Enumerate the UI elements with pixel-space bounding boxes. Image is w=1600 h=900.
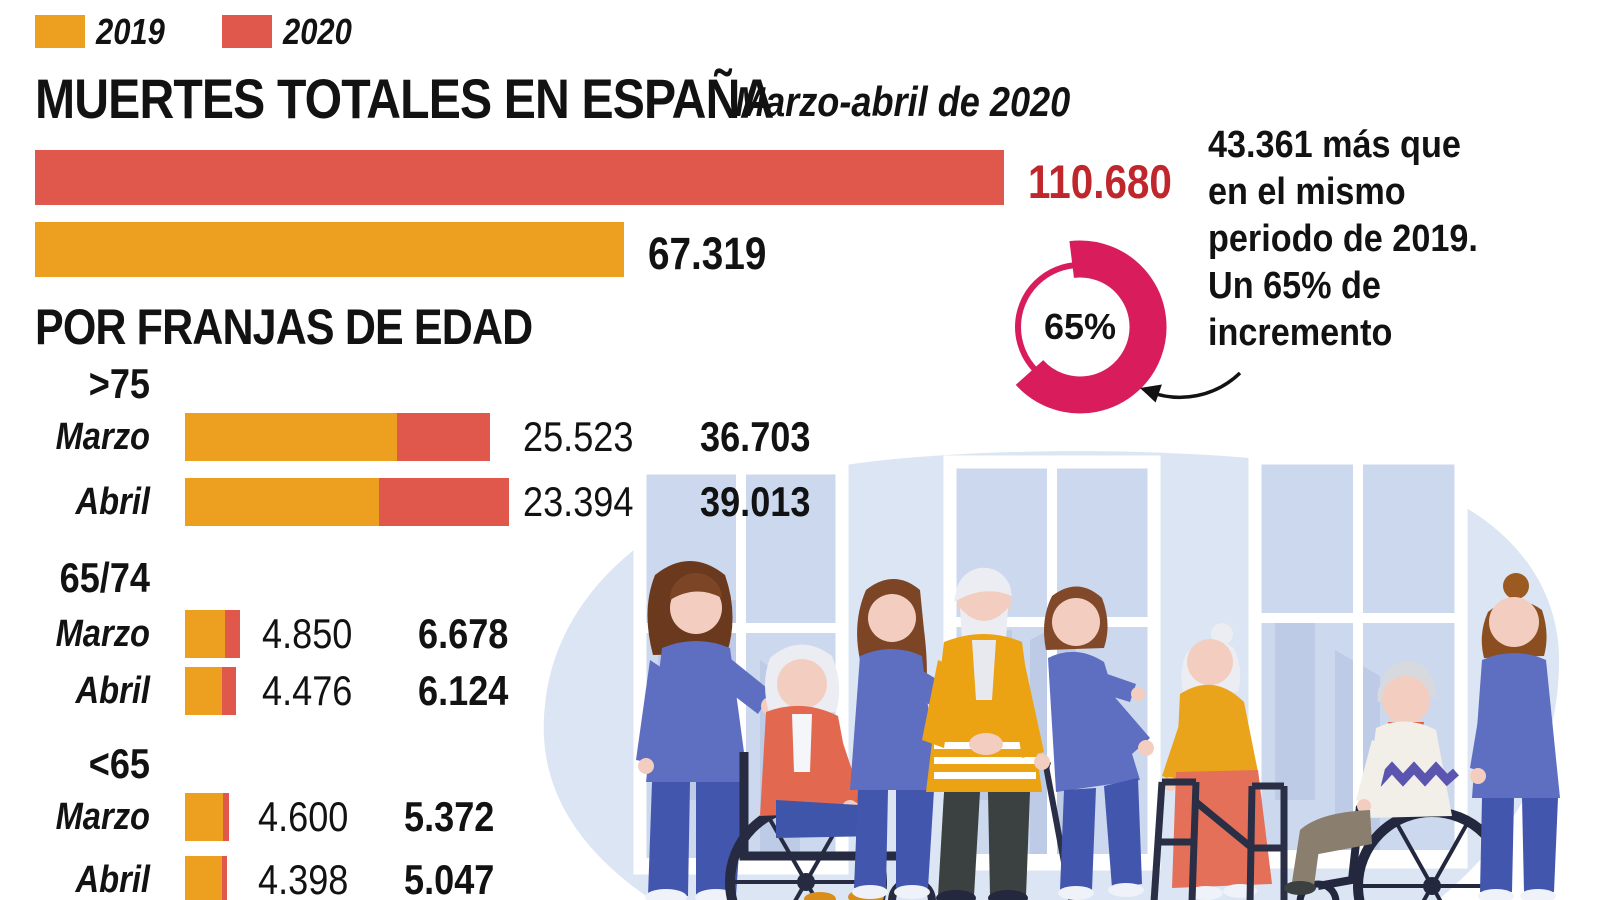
stacked-bar: [185, 478, 509, 526]
bar-row: Marzo 4.600 5.372: [0, 793, 900, 841]
month-label: Marzo: [55, 613, 150, 655]
wheelchair-woman-figure: [725, 644, 936, 900]
stacked-bar: [185, 856, 227, 900]
legend-label-2020: 2020: [283, 11, 352, 52]
month-label: Abril: [75, 859, 150, 900]
nurse-figure-4: [1470, 573, 1560, 900]
bar-segment-2020: [397, 413, 490, 461]
bar-row: Marzo 25.523 36.703: [0, 413, 900, 461]
legend-swatch-2020: [222, 15, 272, 48]
value-2019: 4.600: [258, 793, 349, 840]
age-section-heading: POR FRANJAS DE EDAD: [35, 299, 533, 355]
month-label: Abril: [75, 481, 150, 523]
bar-segment-2019: [185, 413, 397, 461]
value-2020: 5.047: [404, 856, 495, 900]
stacked-bar: [185, 793, 229, 841]
bar-segment-2020: [379, 478, 509, 526]
walker-frame: [1150, 778, 1288, 900]
value-2020: 39.013: [700, 478, 811, 525]
legend-swatch-2019: [35, 15, 85, 48]
bar-segment-2020: [222, 856, 227, 900]
bar-segment-2020: [225, 610, 240, 658]
value-2019: 4.476: [262, 667, 353, 714]
note-line: incremento: [1208, 312, 1393, 354]
total-bar-2019: [35, 222, 624, 277]
age-group-label: >75: [88, 360, 150, 407]
total-bar-2020: [35, 150, 1004, 205]
chart-subtitle: Marzo-abril de 2020: [735, 78, 1071, 125]
stacked-bar: [185, 413, 490, 461]
value-2019: 4.398: [258, 856, 349, 900]
bar-segment-2019: [185, 478, 379, 526]
nurse-figure-2: [850, 579, 974, 899]
donut-center-label: 65%: [1043, 306, 1117, 347]
chart-title: MUERTES TOTALES EN ESPAÑA: [35, 67, 774, 130]
note-line: Un 65% de: [1208, 265, 1381, 307]
bar-segment-2019: [185, 793, 223, 841]
value-2020: 6.124: [418, 667, 509, 714]
value-2020: 6.678: [418, 610, 509, 657]
age-group-label: <65: [88, 740, 150, 787]
value-2020: 5.372: [404, 793, 495, 840]
value-2019: 25.523: [523, 413, 634, 460]
increment-note: 43.361 más que en el mismo periodo de 20…: [1208, 122, 1568, 357]
bar-segment-2019: [185, 667, 222, 715]
month-label: Abril: [75, 670, 150, 712]
total-value-2019: 67.319: [648, 228, 767, 279]
total-value-2020: 110.680: [1028, 155, 1172, 208]
value-2020: 36.703: [700, 413, 811, 460]
value-2019: 23.394: [523, 478, 634, 525]
bar-row: Marzo 4.850 6.678: [0, 610, 900, 658]
annotation-arrow-icon: [1140, 371, 1242, 403]
note-line: en el mismo: [1208, 171, 1406, 213]
age-group-label: 65/74: [59, 554, 150, 601]
donut-arc-65pct: [1015, 240, 1167, 414]
bar-row: Abril 4.398 5.047: [0, 856, 900, 900]
note-line: 43.361 más que: [1208, 124, 1461, 166]
bar-segment-2019: [185, 610, 225, 658]
elderly-woman-walker-figure: [1150, 623, 1288, 900]
month-label: Marzo: [55, 416, 150, 458]
bar-row: Abril 23.394 39.013: [0, 478, 900, 526]
elderly-man-cane-figure: [922, 567, 1075, 900]
increment-donut-chart: [1015, 240, 1167, 414]
stacked-bar: [185, 667, 236, 715]
note-line: periodo de 2019.: [1208, 218, 1478, 260]
bar-segment-2019: [185, 856, 222, 900]
bar-segment-2020: [222, 667, 236, 715]
legend-label-2019: 2019: [96, 11, 165, 52]
bar-segment-2020: [223, 793, 229, 841]
month-label: Marzo: [55, 796, 150, 838]
bar-row: Abril 4.476 6.124: [0, 667, 900, 715]
stacked-bar: [185, 610, 240, 658]
nurse-figure-3: [1044, 586, 1154, 900]
value-2019: 4.850: [262, 610, 353, 657]
